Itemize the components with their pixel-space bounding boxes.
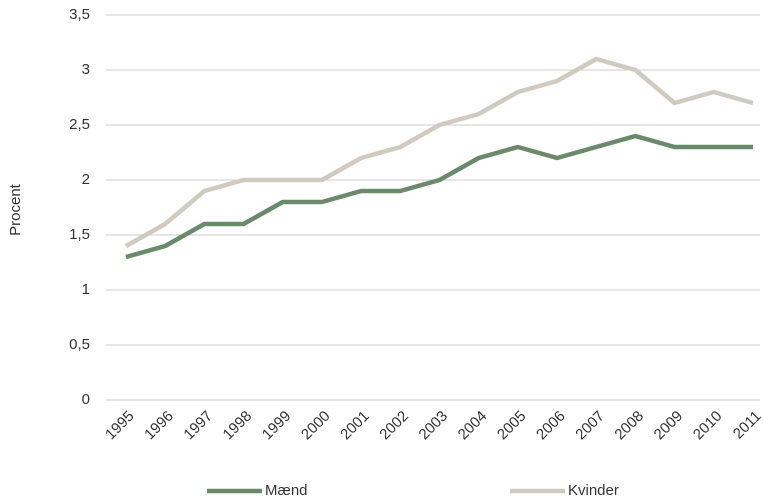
x-tick-label: 1996 <box>141 408 177 444</box>
x-tick-label: 2002 <box>376 408 412 444</box>
legend-label: Mænd <box>265 482 308 499</box>
y-tick-label: 2,5 <box>69 116 90 133</box>
x-tick-label: 1995 <box>102 408 138 444</box>
x-tick-label: 2001 <box>337 408 373 444</box>
x-tick-label: 2011 <box>730 408 763 443</box>
x-tick-label: 1998 <box>220 408 256 444</box>
x-tick-label: 2007 <box>572 408 608 444</box>
x-tick-label: 2003 <box>416 408 452 444</box>
y-tick-label: 3,5 <box>69 6 90 23</box>
x-tick-label: 1999 <box>259 408 295 444</box>
y-tick-label: 2 <box>82 171 90 188</box>
x-tick-label: 2005 <box>494 408 530 444</box>
y-axis-label: Procent <box>7 183 24 236</box>
legend-label: Kvinder <box>568 482 619 499</box>
line <box>124 56 754 248</box>
y-tick-label: 1 <box>82 281 90 298</box>
x-tick-label: 2006 <box>533 408 569 444</box>
line <box>125 133 753 260</box>
y-tick-label: 0,5 <box>69 336 90 353</box>
x-tick-label: 1997 <box>180 408 216 444</box>
y-tick-label: 3 <box>82 61 90 78</box>
x-tick-label: 2000 <box>298 408 334 444</box>
x-tick-label: 2008 <box>611 408 647 444</box>
y-tick-label: 0 <box>82 391 90 408</box>
x-tick-label: 2009 <box>651 408 687 444</box>
x-tick-label: 2010 <box>690 408 726 444</box>
x-tick-label: 2004 <box>455 408 491 444</box>
y-tick-label: 1,5 <box>69 226 90 243</box>
